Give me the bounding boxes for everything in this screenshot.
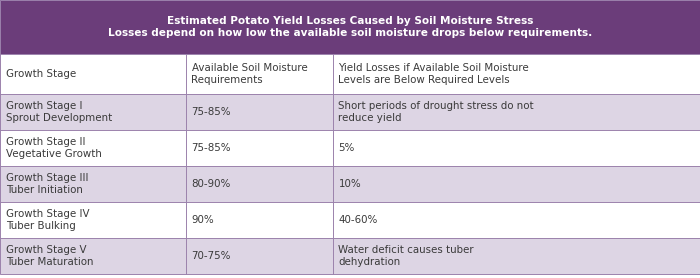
Text: Growth Stage IV
Tuber Bulking: Growth Stage IV Tuber Bulking — [6, 209, 90, 231]
Bar — [0, 94, 700, 130]
Text: Yield Losses if Available Soil Moisture
Levels are Below Required Levels: Yield Losses if Available Soil Moisture … — [339, 63, 529, 85]
Text: 75-85%: 75-85% — [192, 107, 231, 117]
Text: Estimated Potato Yield Losses Caused by Soil Moisture Stress
Losses depend on ho: Estimated Potato Yield Losses Caused by … — [108, 16, 592, 38]
Text: 70-75%: 70-75% — [192, 251, 231, 261]
Text: Growth Stage I
Sprout Development: Growth Stage I Sprout Development — [6, 101, 112, 123]
Bar — [0, 202, 700, 238]
Text: 10%: 10% — [339, 179, 361, 189]
Text: 40-60%: 40-60% — [339, 215, 378, 225]
Text: Growth Stage V
Tuber Maturation: Growth Stage V Tuber Maturation — [6, 245, 94, 267]
Text: 75-85%: 75-85% — [192, 143, 231, 153]
Bar — [0, 0, 700, 54]
Bar — [0, 238, 700, 274]
Text: 90%: 90% — [192, 215, 214, 225]
Text: 80-90%: 80-90% — [192, 179, 231, 189]
Text: 5%: 5% — [339, 143, 355, 153]
Text: Water deficit causes tuber
dehydration: Water deficit causes tuber dehydration — [339, 245, 474, 267]
Text: Growth Stage II
Vegetative Growth: Growth Stage II Vegetative Growth — [6, 137, 102, 159]
Text: Growth Stage III
Tuber Initiation: Growth Stage III Tuber Initiation — [6, 173, 88, 195]
Bar — [0, 130, 700, 166]
Bar — [0, 54, 700, 94]
Text: Available Soil Moisture
Requirements: Available Soil Moisture Requirements — [192, 63, 307, 85]
Text: Short periods of drought stress do not
reduce yield: Short periods of drought stress do not r… — [339, 101, 534, 123]
Text: Growth Stage: Growth Stage — [6, 69, 76, 79]
Bar — [0, 166, 700, 202]
